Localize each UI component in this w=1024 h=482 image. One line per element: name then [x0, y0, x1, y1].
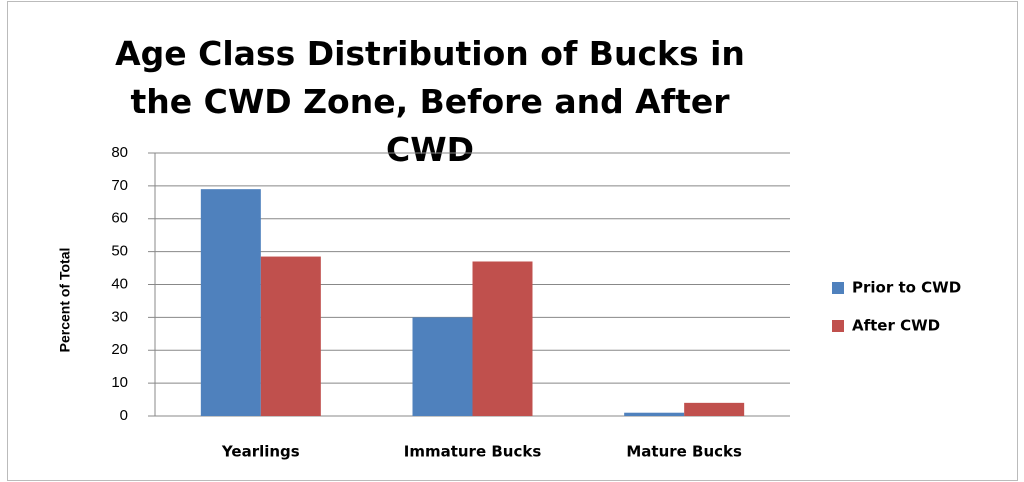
legend-swatch [832, 320, 844, 332]
bar [684, 402, 745, 416]
y-tick-label: 0 [120, 407, 128, 424]
y-tick-label: 10 [111, 374, 128, 391]
legend-swatch [832, 282, 844, 294]
y-tick-label: 60 [111, 210, 128, 227]
legend-label: After CWD [852, 317, 940, 335]
y-tick-label: 80 [111, 144, 128, 161]
bar [260, 256, 321, 416]
border [7, 1, 1018, 481]
y-axis-label: Percent of Total [57, 248, 73, 353]
x-tick-label: Immature Bucks [404, 443, 542, 461]
bar [624, 412, 685, 416]
y-tick-label: 30 [111, 308, 128, 325]
bar [412, 317, 473, 416]
y-tick-label: 50 [111, 243, 128, 260]
x-tick-label: Mature Bucks [626, 443, 742, 461]
y-tick-label: 20 [111, 341, 128, 358]
x-tick-label: Yearlings [221, 443, 300, 461]
y-tick-label: 40 [111, 275, 128, 292]
legend-label: Prior to CWD [852, 279, 961, 297]
chart-title: Age Class Distribution of Bucks in the C… [115, 34, 745, 169]
bar [472, 261, 533, 416]
y-tick-label: 70 [111, 177, 128, 194]
bar [200, 189, 261, 416]
